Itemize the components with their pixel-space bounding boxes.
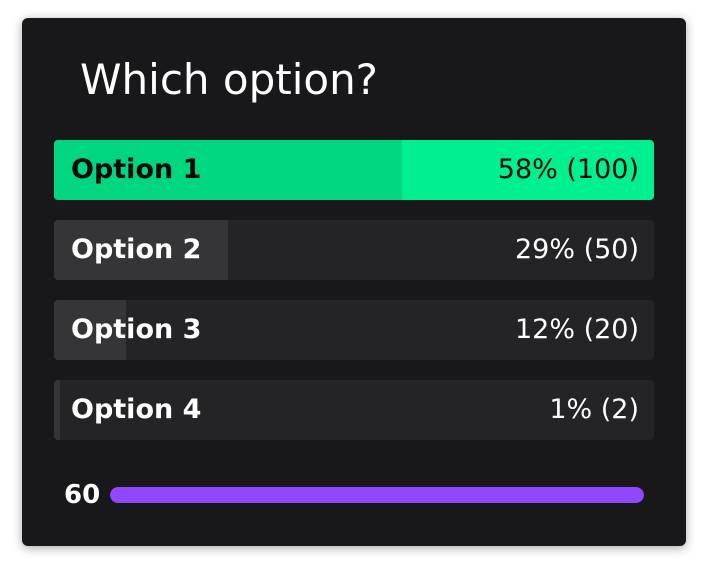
poll-option-result: 29% (50)	[514, 234, 639, 265]
poll-option-result: 58% (100)	[497, 154, 639, 185]
poll-option-4[interactable]: Option 4 1% (2)	[54, 380, 654, 440]
poll-option-1[interactable]: Option 1 58% (100)	[54, 140, 654, 200]
poll-option-label: Option 2	[71, 234, 202, 265]
poll-option-label: Option 4	[71, 394, 202, 425]
poll-title: Which option?	[80, 55, 378, 104]
poll-option-2[interactable]: Option 2 29% (50)	[54, 220, 654, 280]
poll-option-label: Option 1	[71, 154, 202, 185]
timer-countdown: 60	[64, 480, 101, 510]
poll-option-bar-fill	[54, 300, 126, 360]
timer-progress-fill	[110, 487, 644, 503]
poll-option-result: 1% (2)	[549, 394, 639, 425]
poll-option-bar-fill	[54, 140, 402, 200]
poll-timer: 60	[64, 480, 644, 510]
poll-options: Option 1 58% (100) Option 2 29% (50) Opt…	[54, 140, 654, 460]
poll-card: Which option? Option 1 58% (100) Option …	[22, 18, 686, 546]
poll-option-bar-fill	[54, 220, 228, 280]
poll-option-label: Option 3	[71, 314, 202, 345]
timer-progress-track	[110, 487, 644, 503]
poll-option-result: 12% (20)	[514, 314, 639, 345]
poll-option-bar-fill	[54, 380, 60, 440]
poll-option-3[interactable]: Option 3 12% (20)	[54, 300, 654, 360]
